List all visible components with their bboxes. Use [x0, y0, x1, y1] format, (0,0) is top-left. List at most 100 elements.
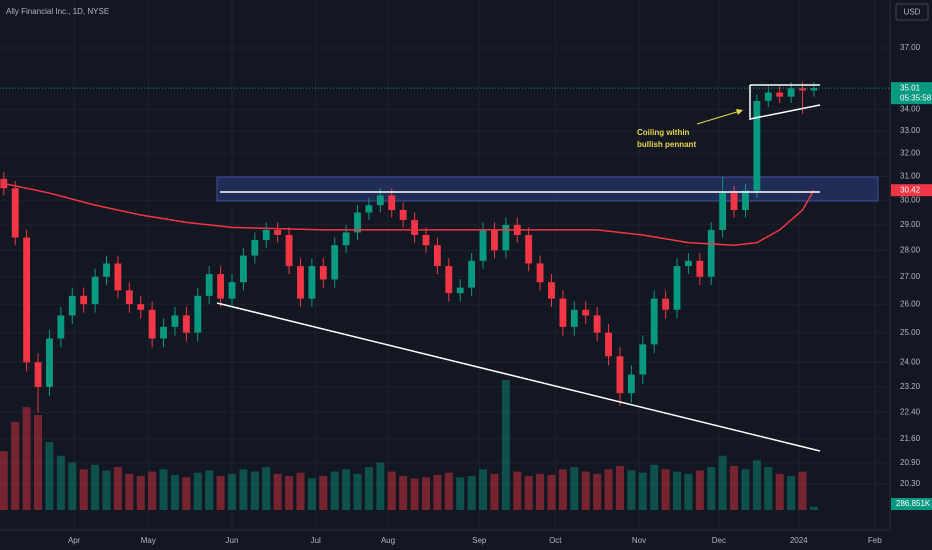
- moving-average: [3, 182, 815, 246]
- volume-bar: [205, 470, 214, 510]
- candle-body: [422, 234, 430, 246]
- y-tick-label: 37.00: [900, 43, 921, 52]
- x-tick-label: Feb: [868, 536, 882, 545]
- candle-body: [171, 315, 179, 327]
- ma-label: 30.42: [900, 185, 921, 194]
- volume-bar: [547, 474, 556, 510]
- candle-body: [182, 315, 190, 333]
- y-tick-label: 27.00: [900, 272, 921, 281]
- candle-body: [696, 260, 704, 277]
- volume-bar: [650, 464, 659, 510]
- x-tick-label: Jun: [226, 536, 239, 545]
- volume-bar: [695, 470, 704, 510]
- volume-bar: [319, 476, 328, 510]
- volume-bar: [558, 469, 567, 510]
- candle-body: [776, 92, 784, 97]
- volume-bar: [68, 462, 77, 510]
- volume-bar: [91, 464, 100, 510]
- currency[interactable]: USD: [904, 8, 921, 17]
- volume-bar: [479, 469, 488, 510]
- candle-body: [11, 188, 19, 238]
- candle-body: [810, 88, 818, 91]
- candle-body: [639, 344, 647, 375]
- candle-body: [399, 210, 407, 220]
- x-tick-label: May: [141, 536, 156, 545]
- x-tick-label: Aug: [381, 536, 395, 545]
- volume-bar: [250, 471, 259, 510]
- candle-body: [787, 88, 795, 97]
- volume-bar: [216, 476, 225, 510]
- volume-label: 286.851K: [896, 499, 931, 508]
- candle-body: [205, 274, 213, 296]
- candle-body: [160, 326, 167, 339]
- volume-bar: [34, 415, 43, 510]
- candle-body: [525, 234, 533, 264]
- candle-body: [456, 287, 464, 294]
- candle-body: [251, 240, 259, 256]
- candle-body: [764, 92, 772, 101]
- annotation-arrow: [696, 110, 741, 125]
- candle-body: [742, 190, 749, 211]
- candle-body: [582, 309, 590, 316]
- y-tick-label: 22.40: [900, 407, 921, 416]
- y-tick-label: 28.00: [900, 245, 921, 254]
- chart-title: Ally Financial Inc., 1D, NYSE: [6, 7, 109, 16]
- volume-bar: [376, 462, 385, 510]
- candle-body: [627, 374, 635, 394]
- volume-bar: [399, 476, 408, 510]
- volume-bar: [342, 469, 351, 510]
- candle-body: [217, 274, 225, 299]
- candle-body: [799, 88, 806, 91]
- volume-tag: [891, 498, 932, 510]
- candle-body: [388, 195, 396, 211]
- volume-bar: [182, 477, 191, 510]
- candle-body: [308, 266, 316, 299]
- x-tick-label: Jul: [311, 536, 321, 545]
- x-tick-label: Dec: [712, 536, 726, 545]
- volume-bar: [456, 477, 465, 510]
- volume-bar: [798, 471, 807, 510]
- volume-bar: [707, 467, 716, 510]
- candle-body: [285, 234, 293, 267]
- candle-body: [57, 315, 65, 339]
- volume-bar: [752, 460, 761, 510]
- candle-body: [34, 362, 42, 387]
- candle-body: [753, 100, 761, 191]
- candle-body: [559, 298, 567, 327]
- candle-body: [548, 282, 555, 299]
- volume-bar: [604, 469, 613, 510]
- grid: [0, 0, 890, 530]
- x-tick-label: Nov: [632, 536, 646, 545]
- candle-body: [148, 309, 156, 339]
- volume-bar: [170, 474, 179, 510]
- volume-bar: [228, 473, 237, 510]
- candle-body: [593, 315, 601, 333]
- y-tick-label: 31.00: [900, 172, 921, 181]
- volume-bar: [113, 467, 122, 510]
- resistance-zone: [216, 176, 879, 202]
- y-tick-label: 32.00: [900, 149, 921, 158]
- volume-bar: [524, 476, 533, 510]
- price-tag: [891, 82, 932, 105]
- candle-body: [137, 304, 145, 310]
- volume-bar: [410, 478, 419, 510]
- x-tick-label: Apr: [68, 536, 81, 545]
- volume-bar: [581, 471, 590, 510]
- candle-body: [114, 263, 122, 291]
- candle-body: [445, 266, 453, 294]
- candle-body: [536, 263, 544, 283]
- arrow-head: [736, 109, 743, 115]
- volume-bar: [136, 476, 145, 510]
- annotation: bullish pennant: [637, 140, 696, 149]
- candle-body: [228, 282, 236, 299]
- ma-tag: [891, 184, 932, 197]
- candle-body: [479, 229, 487, 261]
- volume-bar: [718, 455, 727, 510]
- candle-body: [68, 295, 76, 316]
- volume-bar: [353, 473, 362, 510]
- candle-body: [650, 298, 658, 345]
- currency-box[interactable]: [895, 3, 929, 21]
- x-tick-label: 2024: [790, 536, 808, 545]
